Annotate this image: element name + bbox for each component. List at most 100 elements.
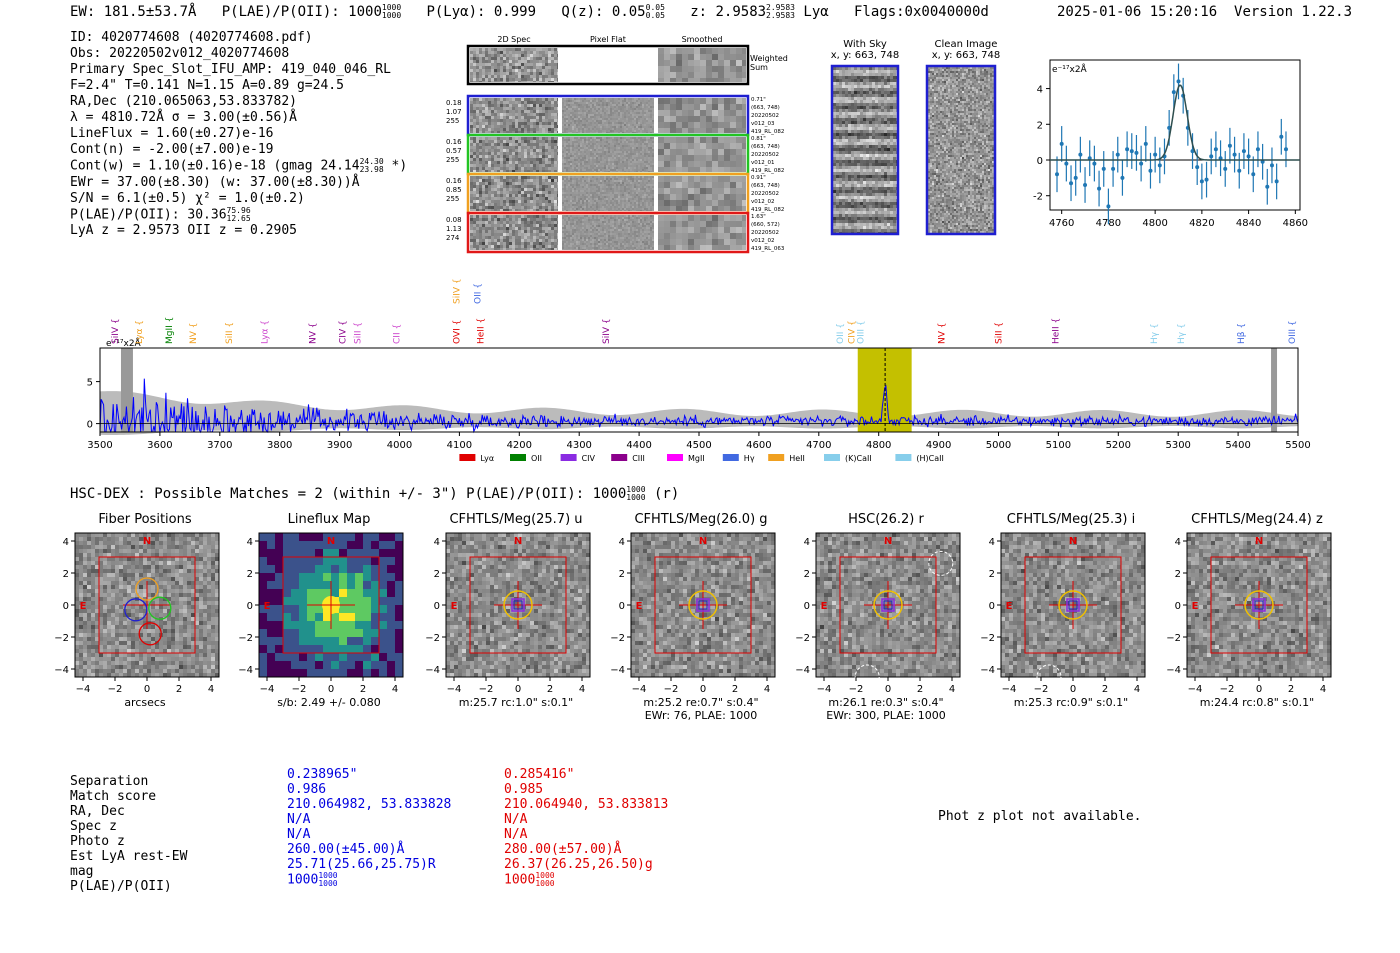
legend-swatch [768,454,785,461]
fiber-row-meta: 20220502 [751,113,779,119]
match-1-score: 0.986 [287,782,327,797]
fiber-row-meta: 419_RL_082 [751,129,784,135]
zoom-point [1106,204,1111,209]
spectrum-line-label: SiII { [225,322,235,344]
fiber-pixelflat-tile [562,98,654,133]
cutout-x-tick-label: −2 [292,684,307,695]
cutout-title: CFHTLS/Meg(26.0) g [634,512,768,527]
cutout-y-tick-label: 4 [247,537,253,548]
fiber-row-meta: 0.91" [751,175,766,181]
spectrum-x-tick-label: 3900 [327,440,352,451]
cutout-x-tick-label: −2 [1220,684,1235,695]
fiber-circle [138,622,162,646]
zoom-ylabel: e⁻¹⁷x2Å [1052,63,1088,75]
fiber-row-value: 1.13 [446,225,462,233]
spectrum-mask-left [120,348,133,432]
match-2-values: 0.285416" 0.985 210.064940, 53.833813 N/… [504,767,668,888]
info-lambda: λ = 4810.72Å σ = 3.00(±0.56)Å [70,110,297,125]
cutout-caption: m:25.2 re:0.7" s:0.4" [643,696,759,709]
match-marker-blue [883,600,893,610]
cutout-y-tick-label: 4 [804,537,810,548]
spectrum-line-label: HeII { [476,318,486,344]
legend-swatch [722,454,739,461]
zoom-point [1274,179,1279,184]
cutout-y-tick-label: 2 [989,569,995,580]
fiber-row-value: 255 [446,195,459,203]
cutout-caption: m:24.4 rc:0.8" s:0.1" [1199,696,1315,709]
cutout-image [1001,533,1145,677]
spectrum-line-label: NV { [309,323,319,344]
line-id: Lyα [803,4,829,20]
fiber-row-meta: 419_RL_082 [751,207,784,213]
zoom-point [1055,172,1060,177]
cutout-y-tick-label: −2 [1167,633,1181,644]
match-marker-blue [698,600,708,610]
cutout-x-tick-label: −4 [1188,684,1203,695]
cutout-x-tick-label: 4 [392,684,398,695]
cutout-y-tick-label: 4 [619,537,625,548]
spectrum-ylabel: e⁻¹⁷x2Å [106,337,142,349]
zoom-y-tick-label: -2 [1033,192,1043,203]
zoom-x-tick-label: 4760 [1049,218,1074,229]
z-value: z: 2.9583 [690,4,767,20]
spectrum-x-tick-label: 4900 [926,440,951,451]
with-sky-image [833,67,899,235]
match-1-values: 0.238965" 0.986 210.064982, 53.833828 N/… [287,767,451,888]
cutout-image [816,533,960,677]
info-contn: Cont(n) = -2.00(±7.00)e-19 [70,142,274,157]
cutout-panel: N E 4 2 0 −2 −4 −4 −2 0 2 4 [796,532,961,695]
cutout-image [75,533,219,677]
match-marker-purple [1066,598,1080,612]
info-lya-z: LyA z = 2.9573 OII z = 0.2905 [70,223,297,238]
cutout-y-tick-label: −2 [611,633,625,644]
match-label: RA, Dec [70,804,125,819]
zoom-point [1251,172,1256,177]
cutout-y-tick-label: −4 [611,665,625,676]
search-box [469,556,567,654]
zoom-point [1101,166,1106,171]
cutout-x-tick-label: 4 [1134,684,1140,695]
zoom-y-tick-label: 2 [1037,120,1043,131]
zoom-point [1129,149,1134,154]
lineflux-map-image [259,533,403,677]
cutout-title: CFHTLS/Meg(25.3) i [1006,512,1136,527]
cutout-x-tick-label: −4 [260,684,275,695]
spectrum-line-label: OIII { [857,320,867,344]
sky-panel [830,64,997,236]
fiber-row-meta: 1.63" [751,214,766,220]
qz-value: Q(z): 0.05 [561,4,646,20]
zoom-point [1209,154,1214,159]
info-ewr: EWr = 37.00(±8.30) (w: 37.00(±8.30))Å [70,174,360,190]
fiber-row-value: 0.16 [446,177,462,185]
spectrum-x-tick-label: 5300 [1165,440,1190,451]
legend-swatch [895,454,912,461]
cutout-y-tick-label: −2 [426,633,440,644]
flags-value: Flags:0x0040000d [853,4,989,20]
cutout-x-tick-label: 4 [1320,684,1326,695]
fiber-row-meta: v012_02 [751,238,775,244]
clean-image [928,67,994,233]
ew-value: EW: 181.5±53.7Å [70,4,197,20]
zoom-point [1265,184,1270,189]
cutout-x-tick-label: 4 [764,684,770,695]
plae-value: P(LAE)/P(OII): 1000 [221,4,382,20]
match-marker-blue [1254,600,1264,610]
fiber-row-frame [466,211,750,254]
neighbor-circle [854,664,880,690]
spectrum-line-label: HeII { [1051,318,1061,344]
spectrum-x-tick-label: 5000 [986,440,1011,451]
neighbor-circle [1036,664,1062,690]
legend-label: MgII [688,454,705,463]
fiber-row-value: 0.18 [446,99,462,107]
neighbor-circle [928,550,954,576]
cutout-y-tick-label: 0 [804,601,810,612]
cutout-title: Fiber Positions [98,512,192,527]
cutout-title: Lineflux Map [287,512,371,527]
cutout-x-tick-label: −2 [108,684,123,695]
fiber-row-value: 255 [446,156,459,164]
spectrum-line-label: NV { [189,323,199,344]
compass-east: E [636,601,643,612]
cutout-y-tick-label: −4 [796,665,810,676]
compass-north: N [1255,536,1263,547]
